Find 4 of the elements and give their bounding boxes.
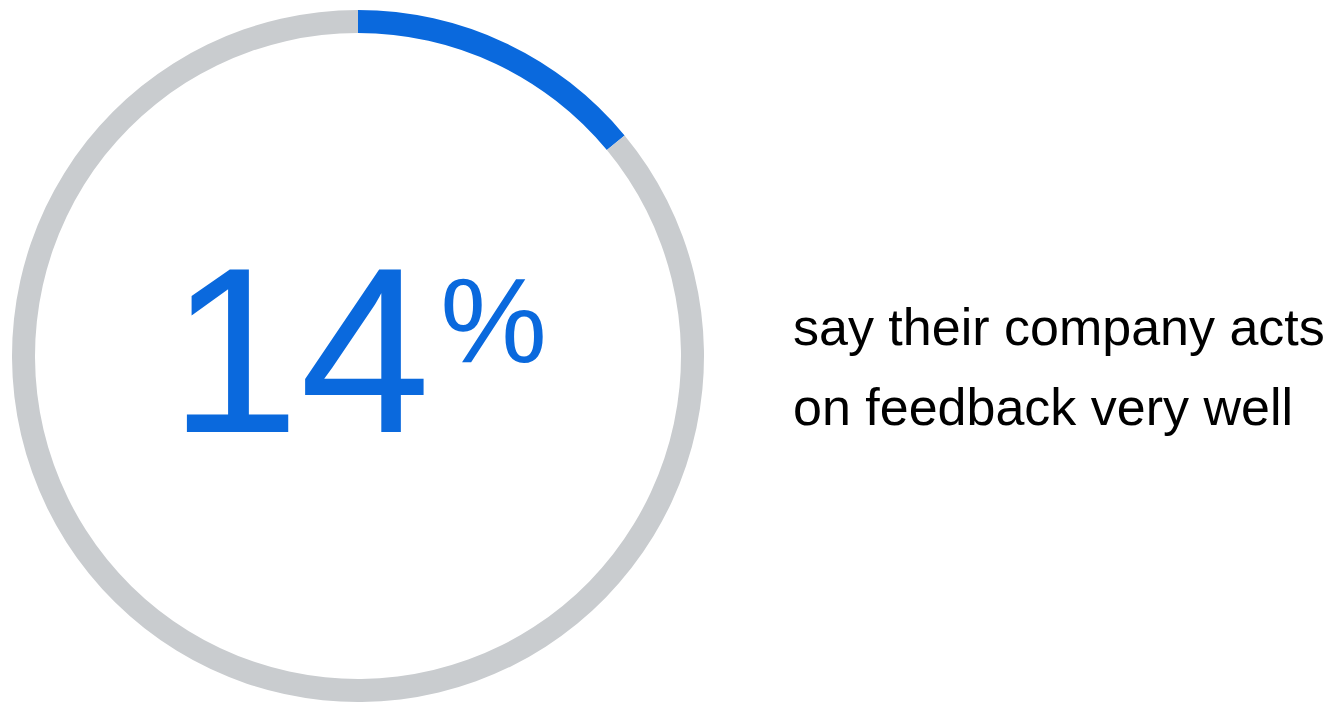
donut-slice xyxy=(358,10,625,151)
donut-slice xyxy=(12,10,704,702)
text: say their company acts on feedback very well xyxy=(793,298,1325,436)
data-label: 14$^{%}$ xyxy=(168,219,548,482)
